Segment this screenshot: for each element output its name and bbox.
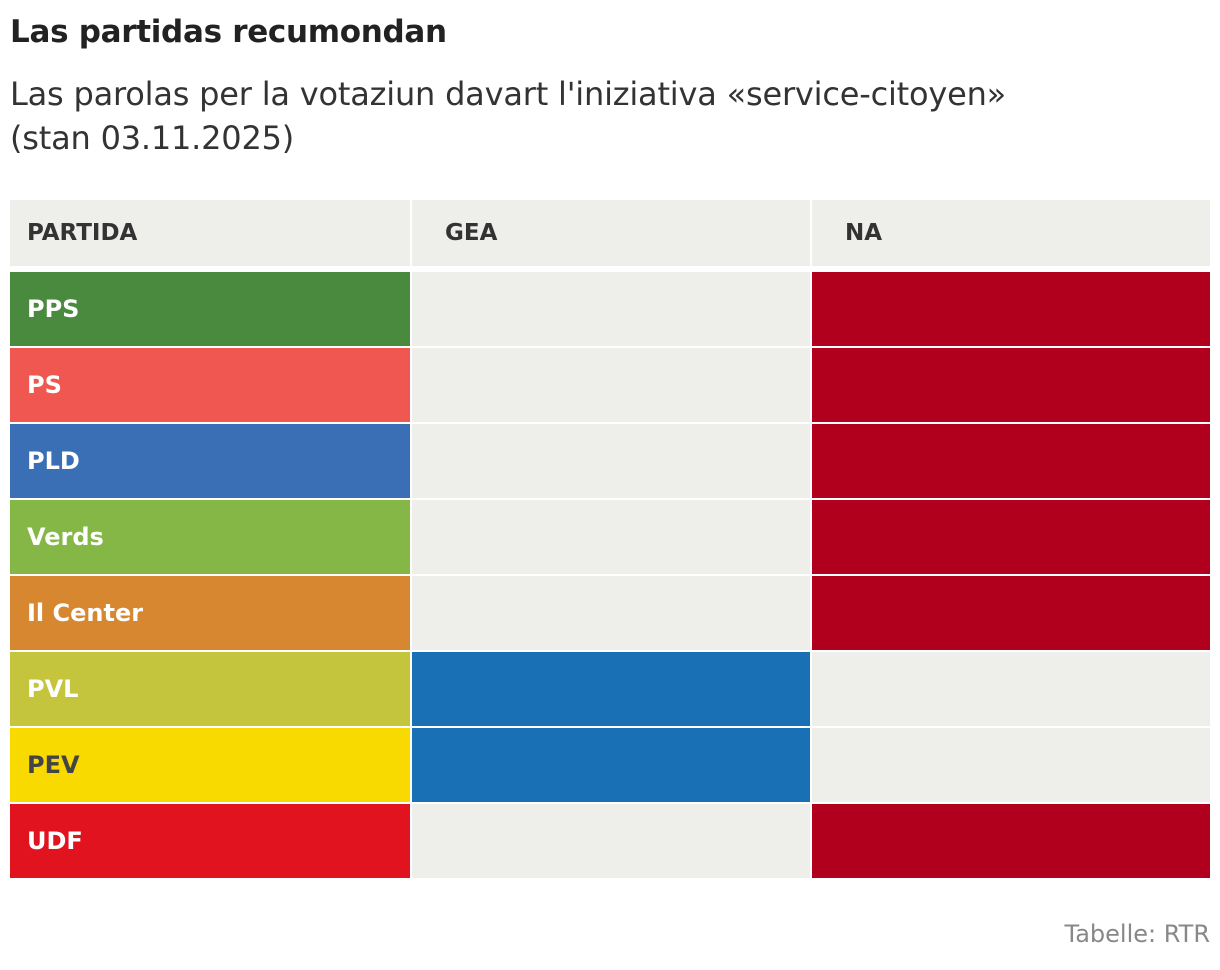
yes-cell [412,804,810,878]
party-cell: PPS [10,272,410,346]
table-row: PPS [10,272,1210,346]
table-row: PS [10,348,1210,422]
column-header-yes: GEA [412,200,810,266]
no-cell [812,728,1210,802]
party-cell: PS [10,348,410,422]
table-row: PEV [10,728,1210,802]
party-cell: Il Center [10,576,410,650]
yes-cell [412,728,810,802]
column-header-party: PARTIDA [10,200,410,266]
table-row: PLD [10,424,1210,498]
no-cell [812,576,1210,650]
party-cell: Verds [10,500,410,574]
table-row: Verds [10,500,1210,574]
yes-cell [412,424,810,498]
column-header-no: NA [812,200,1210,266]
party-cell: UDF [10,804,410,878]
no-cell [812,272,1210,346]
table-body: PPS PS PLD Verds Il Center PVL PEV UDF [10,272,1210,878]
recommendation-table: PARTIDA GEA NA PPS PS PLD Verds Il Center PVL… [10,200,1210,880]
table-row: PVL [10,652,1210,726]
table-header-row: PARTIDA GEA NA [10,200,1210,266]
no-cell [812,348,1210,422]
no-cell [812,500,1210,574]
table-row: Il Center [10,576,1210,650]
yes-cell [412,576,810,650]
chart-subtitle: Las parolas per la votaziun davart l'ini… [10,75,1007,157]
no-cell [812,652,1210,726]
yes-cell [412,500,810,574]
yes-cell [412,272,810,346]
party-cell: PLD [10,424,410,498]
party-cell: PEV [10,728,410,802]
source-note: Tabelle: RTR [1064,920,1210,948]
table-row: UDF [10,804,1210,878]
yes-cell [412,652,810,726]
yes-cell [412,348,810,422]
no-cell [812,804,1210,878]
no-cell [812,424,1210,498]
chart-title: Las partidas recumondan [10,14,447,50]
party-cell: PVL [10,652,410,726]
